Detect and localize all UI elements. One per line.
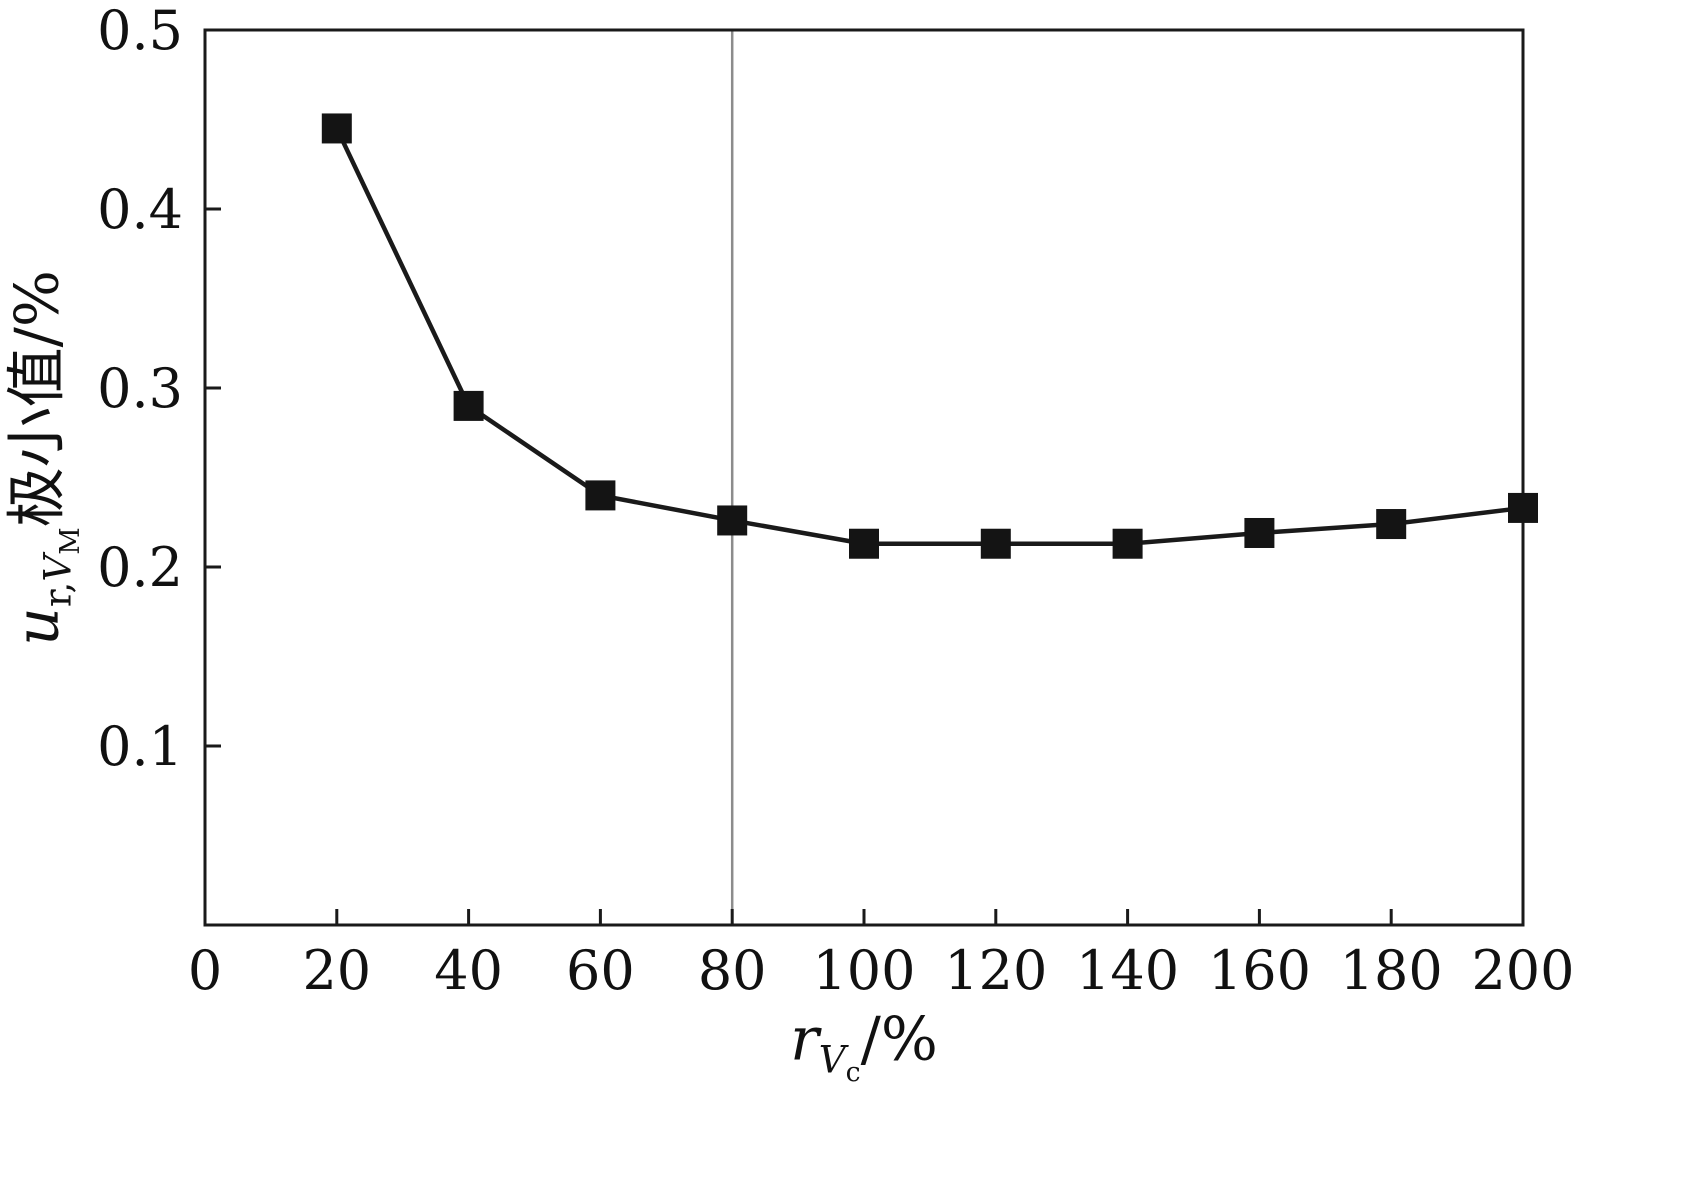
y-label-suffix: 极小值/% [2,270,73,528]
x-tick-label: 0 [188,939,222,1002]
x-label-suffix: /% [860,1004,938,1075]
x-axis-label: rVc/% [790,1009,938,1086]
x-tick-label: 140 [1076,939,1179,1002]
x-tick-label: 20 [302,939,371,1002]
y-tick-label: 0.1 [97,715,183,778]
data-point-marker [980,528,1011,559]
y-tick-label: 0.5 [97,0,183,62]
x-tick-label: 200 [1471,939,1574,1002]
data-point-marker [1244,517,1275,548]
x-tick-label: 60 [566,939,635,1002]
data-point-marker [1376,509,1407,540]
plot-frame [203,28,1525,927]
series-line [334,126,1526,546]
x-tick-label: 40 [434,939,503,1002]
x-tick-label: 180 [1340,939,1443,1002]
x-label-subscript: Vc [818,1037,861,1086]
data-point-marker [321,113,352,144]
data-point-marker [717,505,748,536]
x-tick-label: 160 [1208,939,1311,1002]
data-point-marker [585,480,616,511]
data-point-marker [453,390,484,421]
x-label-sub-variable: V [818,1037,846,1082]
data-point-marker [1508,492,1538,523]
x-tick-label: 80 [698,939,767,1002]
x-label-subsubscript: c [845,1056,861,1088]
x-tick-label: 100 [812,939,915,1002]
data-point-marker [1112,528,1143,559]
x-label-variable: r [790,1004,819,1075]
y-label-subsubscript: M [54,527,86,555]
y-label-sub-prefix: r, [35,581,80,608]
y-tick-label: 0.2 [97,536,183,599]
y-tick-label: 0.3 [97,357,183,420]
y-label-variable: u [2,607,73,646]
data-point-marker [849,528,879,559]
y-label-sub-variable: V [35,554,80,582]
y-axis-label: ur,VM极小值/% [2,270,85,646]
x-tick-label: 120 [944,939,1047,1002]
y-tick-label: 0.4 [97,178,183,241]
y-label-subscript: r,VM [35,527,85,608]
